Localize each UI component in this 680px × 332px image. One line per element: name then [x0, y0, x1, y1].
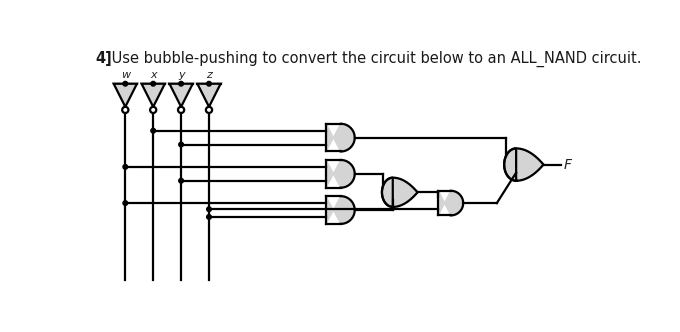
Circle shape: [151, 81, 156, 86]
Polygon shape: [326, 196, 355, 224]
Text: 4]: 4]: [95, 50, 112, 66]
Polygon shape: [169, 84, 192, 107]
Circle shape: [207, 207, 211, 211]
Circle shape: [179, 142, 184, 147]
Circle shape: [150, 107, 156, 113]
Text: Use bubble-pushing to convert the circuit below to an ALL_NAND circuit.: Use bubble-pushing to convert the circui…: [107, 50, 642, 67]
Circle shape: [179, 178, 184, 183]
Polygon shape: [326, 124, 355, 151]
Circle shape: [151, 128, 156, 133]
Polygon shape: [504, 148, 543, 181]
Polygon shape: [141, 84, 165, 107]
Polygon shape: [382, 178, 418, 207]
Circle shape: [123, 201, 128, 206]
Text: y: y: [177, 70, 184, 80]
Circle shape: [206, 107, 212, 113]
Circle shape: [123, 81, 128, 86]
Circle shape: [178, 107, 184, 113]
Polygon shape: [326, 160, 355, 188]
Text: x: x: [150, 70, 156, 80]
Polygon shape: [439, 191, 463, 215]
Circle shape: [207, 214, 211, 219]
Circle shape: [123, 165, 128, 169]
Circle shape: [179, 81, 184, 86]
Text: z: z: [206, 70, 212, 80]
Circle shape: [207, 81, 211, 86]
Text: F: F: [564, 158, 572, 172]
Polygon shape: [114, 84, 137, 107]
Circle shape: [122, 107, 129, 113]
Polygon shape: [197, 84, 220, 107]
Text: w: w: [121, 70, 130, 80]
